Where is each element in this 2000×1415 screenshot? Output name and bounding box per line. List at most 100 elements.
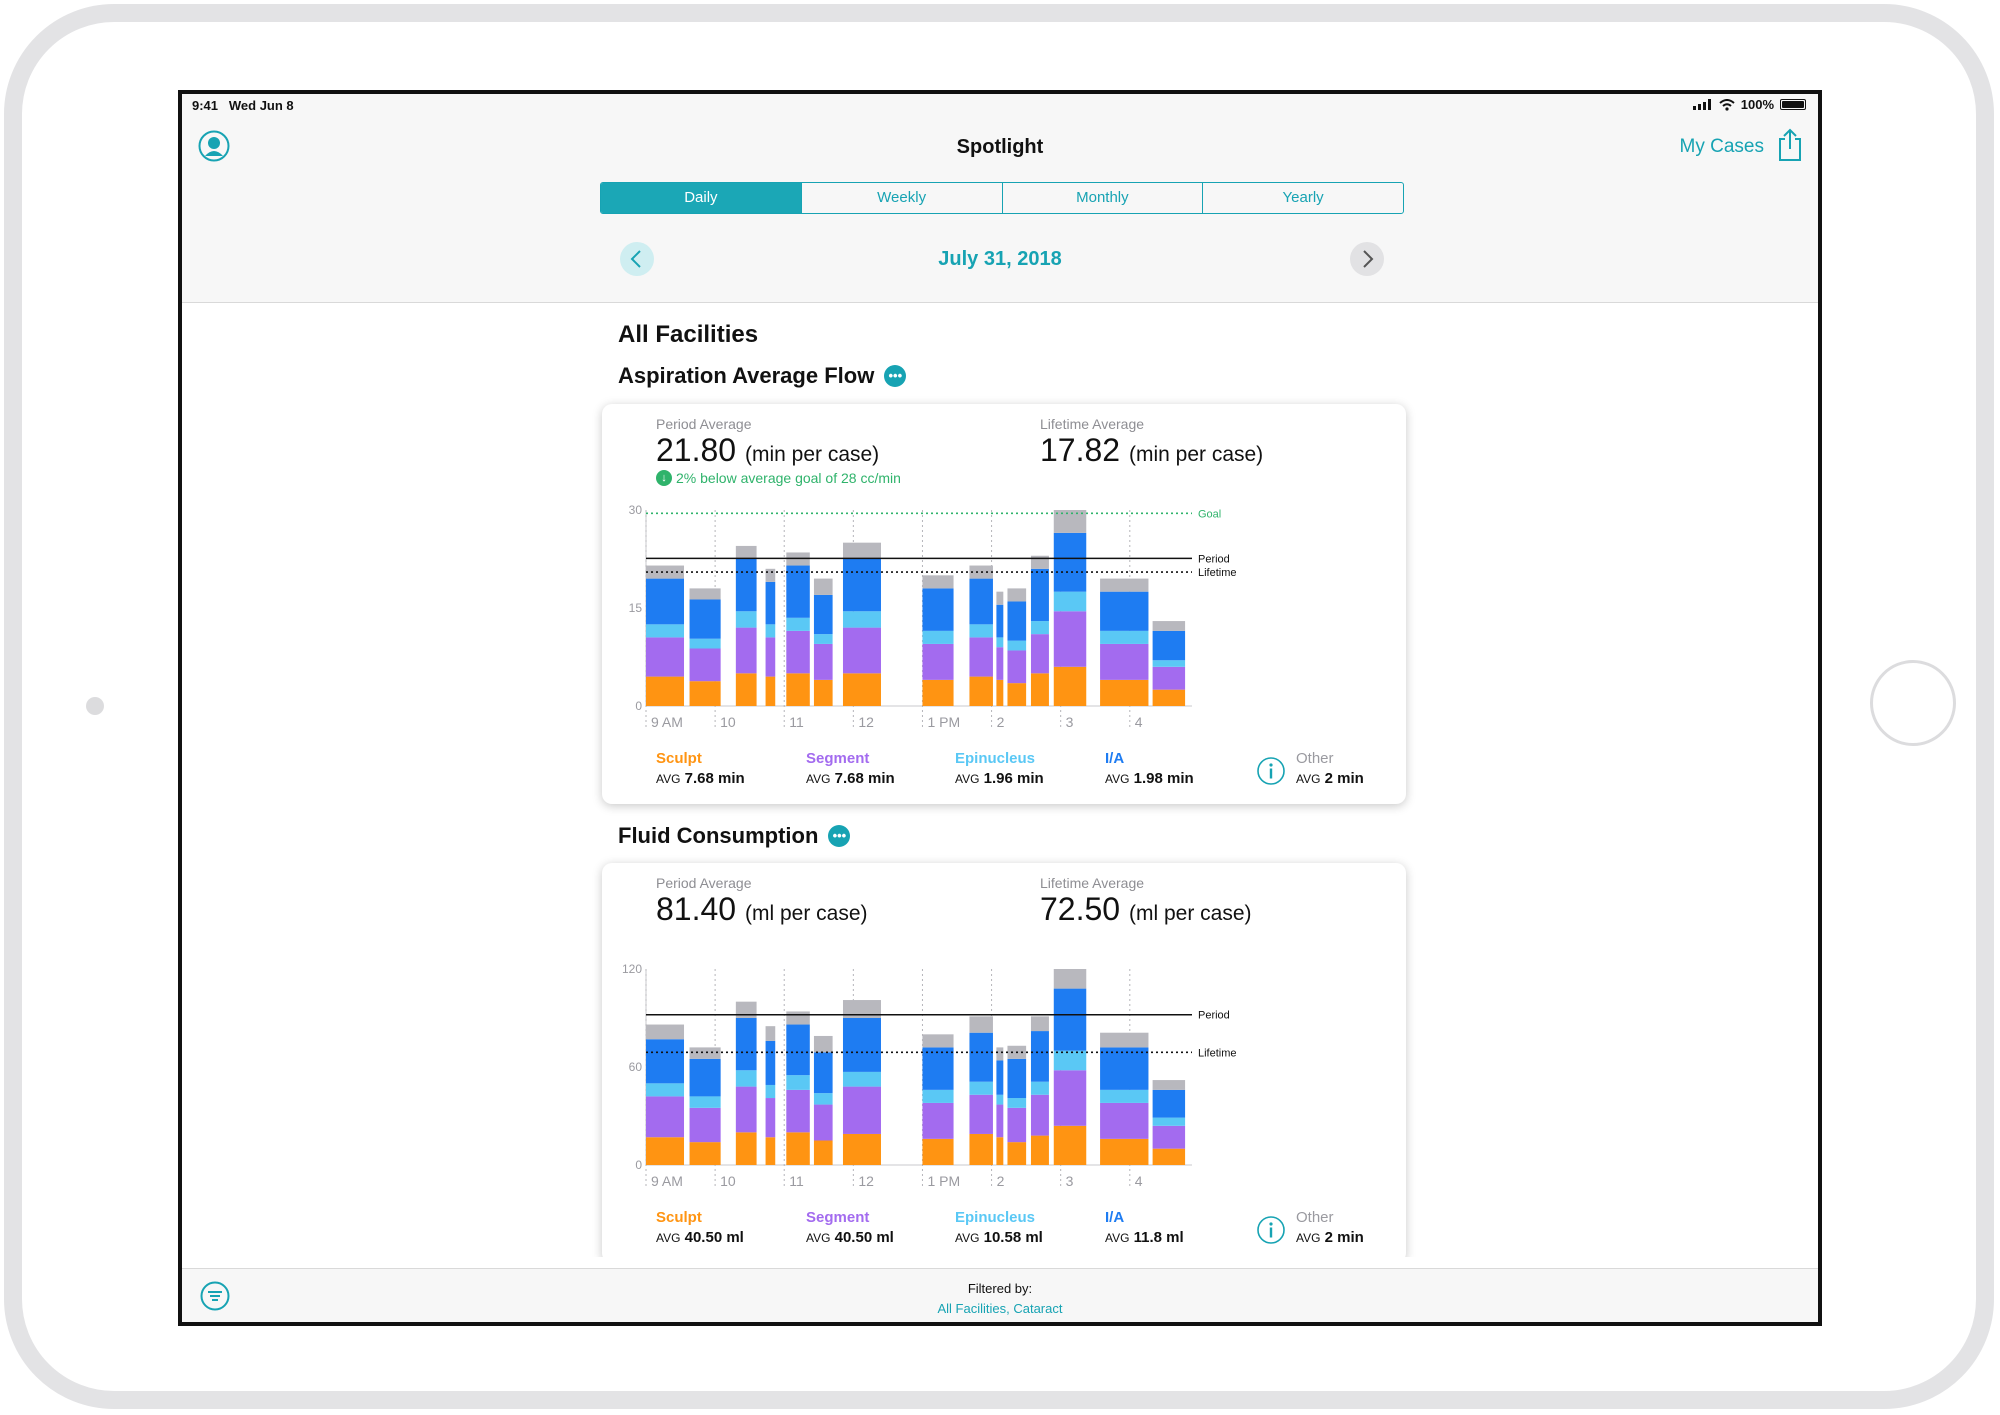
x-tick-label: 1 PM [927, 714, 960, 730]
legend-avg-tag: AVG [1296, 772, 1321, 786]
bar-segment-segment [735, 627, 757, 674]
wifi-icon [1719, 98, 1735, 111]
bar-segment-sculpt [735, 1132, 757, 1165]
bar-segment-sculpt [922, 679, 954, 706]
bar-segment-other [1152, 621, 1186, 631]
bar-segment-i-a [1100, 591, 1149, 631]
x-tick-label: 9 AM [651, 1173, 683, 1189]
bar-segment-segment [735, 1086, 757, 1133]
bar-segment-i-a [1152, 630, 1186, 661]
chevron-left-icon [630, 250, 641, 268]
y-tick-label: 15 [629, 601, 643, 615]
fluid-legend: Sculpt AVG 40.50 ml Segment AVG 40.50 ml Epi… [602, 1209, 1406, 1253]
legend-avg-tag: AVG [955, 772, 980, 786]
scroll-content[interactable]: All Facilities Aspiration Average Flow •… [182, 303, 1818, 1257]
info-icon[interactable] [1256, 1215, 1286, 1245]
x-tick-label: 4 [1135, 1173, 1143, 1189]
tab-monthly[interactable]: Monthly [1003, 183, 1204, 213]
aspiration-section-title: Aspiration Average Flow ••• [618, 363, 907, 389]
x-tick-label: 3 [1066, 1173, 1074, 1189]
bar-segment-epinucleus [813, 1093, 833, 1105]
lifetime-average-label: Lifetime Average [1040, 416, 1145, 432]
bar-segment-i-a [1152, 1089, 1186, 1118]
down-arrow-icon: ↓ [656, 470, 672, 486]
bar-segment-sculpt [1053, 666, 1087, 706]
legend-avg-value: 7.68 min [830, 770, 895, 787]
next-date-button[interactable] [1350, 242, 1384, 276]
bar-segment-epinucleus [1053, 591, 1087, 612]
legend-name: Segment [806, 750, 870, 767]
legend-avg-value: 2 min [1320, 770, 1364, 787]
bar-segment-epinucleus [646, 624, 685, 638]
legend-avg-value: 2 min [1320, 1229, 1364, 1246]
legend-average: AVG 7.68 min [806, 770, 895, 787]
period-average-number: 81.40 [656, 891, 737, 927]
bar-segment-segment [689, 1107, 721, 1143]
tab-weekly[interactable]: Weekly [802, 183, 1003, 213]
bar-segment-epinucleus [996, 637, 1004, 648]
bar-segment-sculpt [1007, 683, 1027, 706]
legend-average: AVG 40.50 ml [656, 1229, 744, 1246]
bar-segment-epinucleus [786, 1075, 810, 1090]
x-tick-label: 12 [858, 1173, 874, 1189]
tab-daily[interactable]: Daily [601, 183, 802, 213]
legend-name: Other [1296, 750, 1334, 767]
bar-segment-i-a [842, 559, 881, 612]
my-cases-link[interactable]: My Cases [1679, 136, 1764, 157]
legend-name: Sculpt [656, 1209, 702, 1226]
bar-segment-other [813, 1035, 833, 1053]
fluid-section-title: Fluid Consumption ••• [618, 823, 851, 849]
legend-name: I/A [1105, 750, 1125, 767]
bar-segment-epinucleus [689, 1096, 721, 1108]
filter-icon[interactable] [200, 1281, 230, 1311]
bar-segment-other [735, 1001, 757, 1018]
bar-segment-sculpt [1152, 1148, 1186, 1165]
info-icon[interactable] [1256, 756, 1286, 786]
chevron-right-icon [1363, 250, 1374, 268]
bar-segment-sculpt [1100, 679, 1149, 706]
period-average-number: 21.80 [656, 432, 737, 468]
more-options-icon[interactable]: ••• [828, 825, 851, 847]
bar-segment-epinucleus [922, 630, 954, 644]
bar-segment-i-a [735, 1018, 757, 1071]
fluid-chart: 0 60 120 9 AM 10 11 12 1 PM 2 3 4 Period Lifetime [622, 962, 1237, 1189]
bar-segment-epinucleus [1007, 640, 1027, 651]
bar-segment-segment [1152, 666, 1186, 690]
bar-segment-sculpt [842, 673, 881, 706]
bar-segment-epinucleus [842, 611, 881, 628]
legend-avg-tag: AVG [806, 772, 831, 786]
bar-segment-sculpt [689, 1142, 721, 1165]
bar-segment-segment [842, 1086, 881, 1134]
bar-segment-epinucleus [813, 634, 833, 644]
profile-icon[interactable] [198, 130, 230, 162]
lifetime-average-value: 72.50 (ml per case) [1040, 891, 1252, 928]
x-tick-label: 12 [858, 714, 874, 730]
x-tick-label: 1 PM [927, 1173, 960, 1189]
reference-label-period: Period [1198, 553, 1230, 565]
legend-name: Epinucleus [955, 750, 1036, 767]
previous-date-button[interactable] [620, 242, 654, 276]
bar-segment-segment [1030, 1094, 1049, 1136]
home-button[interactable] [1870, 660, 1956, 746]
period-average-label: Period Average [656, 416, 752, 432]
x-tick-label: 2 [997, 1173, 1005, 1189]
bar-segment-sculpt [735, 673, 757, 706]
lifetime-average-number: 72.50 [1040, 891, 1121, 927]
bar-segment-i-a [646, 1039, 685, 1084]
bar-segment-segment [922, 1102, 954, 1139]
bar-segment-other [1053, 969, 1087, 989]
bar-segment-other [646, 565, 685, 579]
goal-note-text: 2% below average goal of 28 cc/min [676, 470, 901, 486]
bar-segment-other [1007, 588, 1027, 602]
bar-segment-i-a [689, 1058, 721, 1097]
bar-segment-sculpt [969, 676, 993, 706]
tab-yearly[interactable]: Yearly [1282, 189, 1324, 206]
bar-segment-sculpt [1030, 1135, 1049, 1165]
x-tick-label: 11 [789, 1173, 804, 1189]
more-options-icon[interactable]: ••• [884, 365, 907, 387]
legend-average: AVG 1.98 min [1105, 770, 1194, 787]
filtered-by-value[interactable]: All Facilities, Cataract [937, 1301, 1063, 1316]
share-icon[interactable] [1776, 128, 1804, 162]
bar-segment-epinucleus [1053, 1050, 1087, 1071]
bar-segment-other [765, 1026, 776, 1041]
